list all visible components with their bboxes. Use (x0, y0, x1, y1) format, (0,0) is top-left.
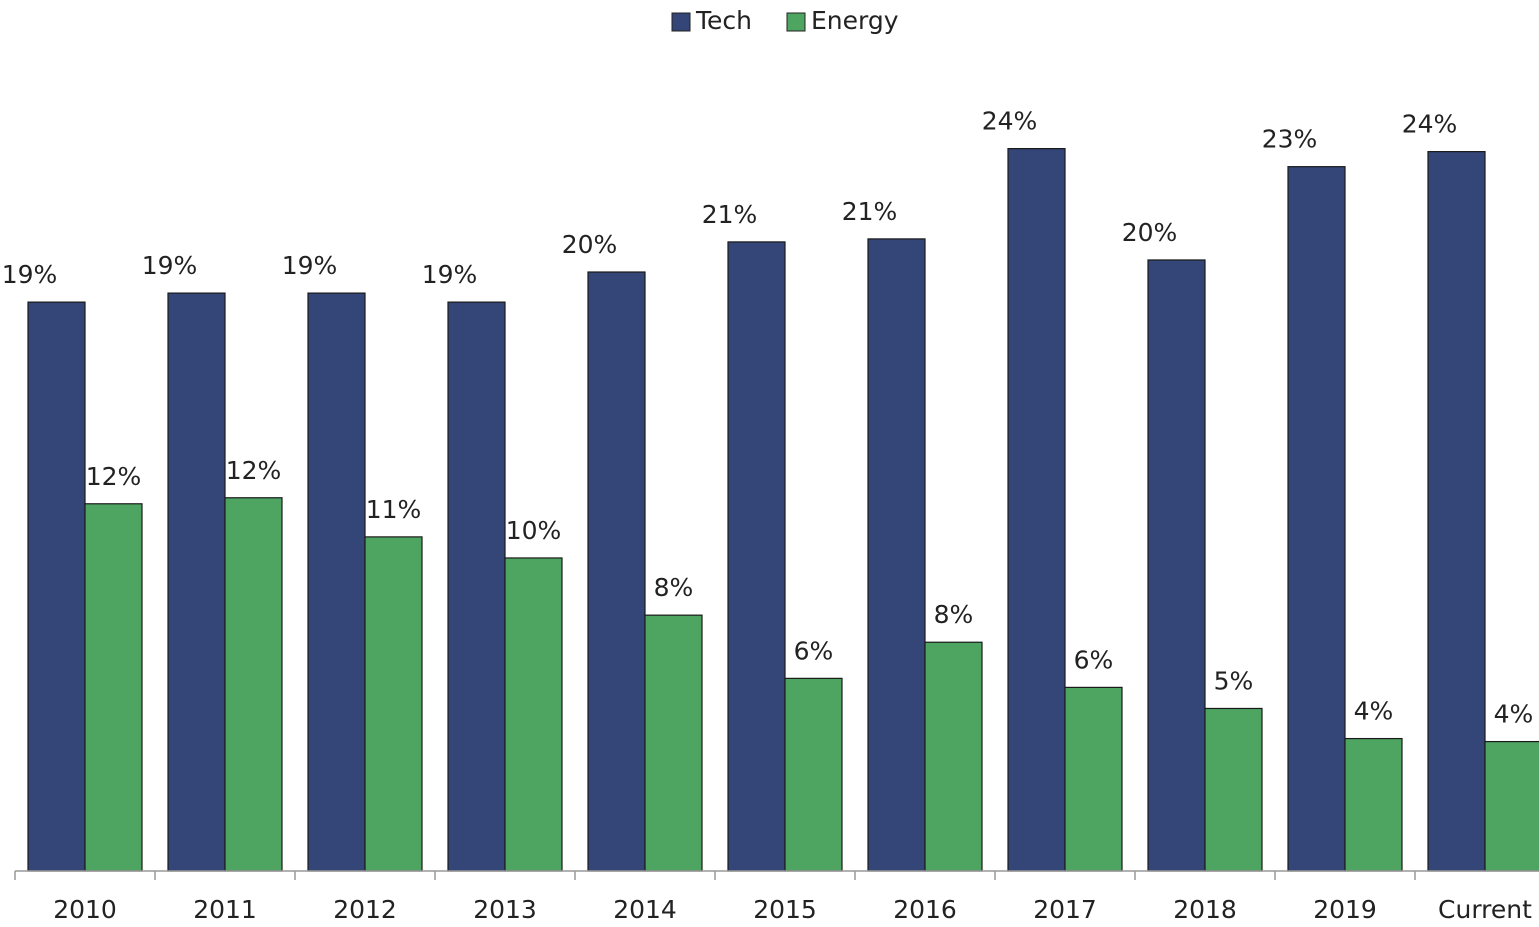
bar (447, 301, 506, 872)
legend-swatch (671, 12, 691, 32)
legend-label: Energy (811, 6, 899, 35)
data-label: 8% (934, 600, 974, 629)
data-label: 11% (366, 495, 422, 524)
bar (1064, 686, 1123, 872)
bar (84, 503, 143, 872)
data-label: 4% (1494, 700, 1534, 729)
bar (727, 241, 786, 872)
x-tick-label: Current (1438, 895, 1532, 924)
bar (587, 271, 646, 872)
legend-swatch (786, 12, 806, 32)
data-label: 4% (1354, 697, 1394, 726)
bar (784, 677, 843, 872)
bar (1427, 151, 1486, 872)
data-label: 19% (2, 260, 58, 289)
data-label: 21% (702, 200, 758, 229)
bar (1204, 707, 1263, 872)
data-label: 12% (86, 462, 142, 491)
bar (644, 614, 703, 872)
bar (27, 301, 86, 872)
bar (1287, 166, 1346, 872)
bar (504, 557, 563, 872)
x-tick-label: 2017 (1033, 895, 1097, 924)
data-label: 10% (506, 516, 562, 545)
x-tick-label: 2012 (333, 895, 397, 924)
x-tick-label: 2014 (613, 895, 677, 924)
bar (307, 292, 366, 872)
data-label: 19% (422, 260, 478, 289)
x-tick-label: 2018 (1173, 895, 1237, 924)
data-label: 12% (226, 456, 282, 485)
data-label: 6% (794, 636, 834, 665)
bar (1147, 259, 1206, 872)
data-label: 24% (982, 107, 1038, 136)
bar (924, 641, 983, 872)
data-label: 19% (282, 251, 338, 280)
data-label: 20% (1122, 218, 1178, 247)
bar (1007, 148, 1066, 872)
data-label: 20% (562, 230, 618, 259)
bar (167, 292, 226, 872)
data-label: 5% (1214, 666, 1254, 695)
x-tick-label: 2010 (53, 895, 117, 924)
data-label: 21% (842, 197, 898, 226)
x-tick-label: 2016 (893, 895, 957, 924)
x-tick-label: 2011 (193, 895, 257, 924)
bar (867, 238, 926, 872)
x-tick-label: 2015 (753, 895, 817, 924)
data-label: 8% (654, 573, 694, 602)
data-label: 24% (1402, 110, 1458, 139)
x-tick-label: 2013 (473, 895, 537, 924)
legend-label: Tech (695, 6, 752, 35)
x-tick-label: 2019 (1313, 895, 1377, 924)
bar (224, 497, 283, 872)
data-label: 23% (1262, 125, 1318, 154)
bar (364, 536, 423, 872)
data-label: 19% (142, 251, 198, 280)
bar (1344, 737, 1403, 872)
data-label: 6% (1074, 645, 1114, 674)
bar (1484, 740, 1539, 872)
